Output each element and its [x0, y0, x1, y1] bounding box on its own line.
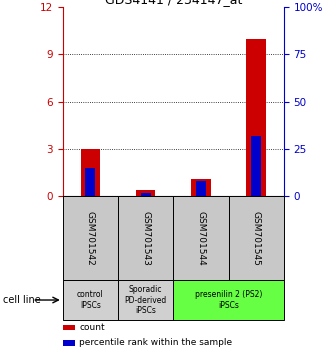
- Bar: [228, 196, 284, 280]
- Bar: [191, 179, 211, 196]
- Text: control
IPSCs: control IPSCs: [77, 290, 104, 310]
- Bar: [247, 39, 266, 196]
- Bar: [81, 149, 100, 196]
- Text: percentile rank within the sample: percentile rank within the sample: [79, 338, 232, 348]
- Bar: [63, 196, 118, 280]
- Text: GSM701542: GSM701542: [86, 211, 95, 266]
- Bar: [63, 340, 75, 346]
- Text: Sporadic
PD-derived
iPSCs: Sporadic PD-derived iPSCs: [124, 285, 167, 315]
- Title: GDS4141 / 234147_at: GDS4141 / 234147_at: [105, 0, 242, 6]
- Bar: [118, 280, 173, 320]
- Text: count: count: [79, 323, 105, 332]
- Bar: [196, 181, 206, 196]
- Bar: [118, 196, 173, 280]
- Bar: [251, 136, 261, 196]
- Bar: [63, 325, 75, 330]
- Bar: [63, 280, 118, 320]
- Text: GSM701543: GSM701543: [141, 211, 150, 266]
- Text: GSM701544: GSM701544: [196, 211, 205, 266]
- Text: GSM701545: GSM701545: [252, 211, 261, 266]
- Text: presenilin 2 (PS2)
iPSCs: presenilin 2 (PS2) iPSCs: [195, 290, 262, 310]
- Text: cell line: cell line: [3, 295, 41, 305]
- Bar: [173, 280, 284, 320]
- Bar: [85, 168, 95, 196]
- Bar: [173, 196, 228, 280]
- Bar: [136, 190, 155, 196]
- Bar: [141, 193, 150, 196]
